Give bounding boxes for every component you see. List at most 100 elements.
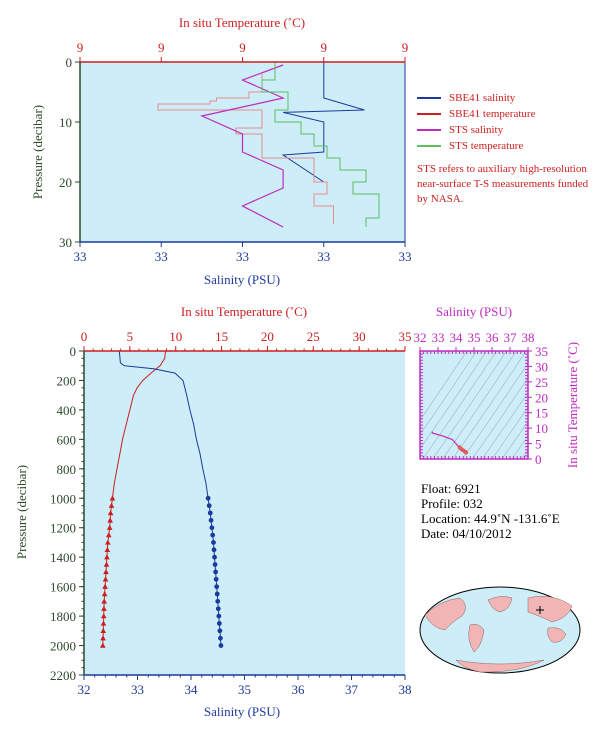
salinity-marker [215, 606, 221, 612]
ts-top-tick-label: 38 [522, 330, 535, 345]
temperature-marker [102, 576, 109, 582]
ts-right-tick-label: 5 [535, 437, 542, 452]
ts-marker [464, 450, 469, 455]
top-plot-bottom-tick-label: 33 [155, 249, 168, 264]
ts-top-tick-label: 35 [468, 330, 481, 345]
density-contour [521, 449, 528, 459]
temperature-marker [101, 598, 107, 604]
main-plot-left-tick-label: 400 [57, 403, 77, 418]
top-plot-legend: SBE41 salinity SBE41 temperature STS sal… [417, 90, 535, 154]
top-plot-top-tick-label: 9 [77, 40, 84, 55]
main-plot-top-tick-label: 30 [353, 329, 366, 344]
temperature-marker [107, 517, 113, 523]
main-plot-bottom-tick-label: 38 [399, 682, 412, 697]
density-contour [481, 392, 528, 459]
temperature-marker [104, 554, 110, 560]
salinity-marker [211, 547, 217, 553]
temperature-marker [102, 583, 108, 589]
top-plot-left-tick-label: 0 [66, 55, 73, 70]
temperature-marker [100, 620, 107, 626]
legend-label: SBE41 salinity [449, 92, 516, 104]
temperature-marker [109, 495, 116, 501]
top-plot-bottom-axis-label: Salinity (PSU) [204, 272, 280, 287]
main-plot-top-tick-label: 20 [261, 329, 274, 344]
ts-right-tick-label: 35 [535, 344, 548, 359]
main-plot-top-tick-label: 10 [169, 329, 182, 344]
ts-diagram-background [420, 351, 528, 459]
temperature-marker [104, 546, 111, 553]
main-plot-ticks: 0 5 10 15 20 25 30 35 32 33 34 35 36 37 38 0 200 400 600 80… [50, 329, 412, 697]
temperature-marker [105, 532, 112, 538]
salinity-marker [213, 569, 219, 575]
salinity-marker [209, 525, 215, 531]
legend-item-sbe41-temperature: SBE41 temperature [417, 106, 535, 122]
main-plot-bottom-axis-label: Salinity (PSU) [204, 704, 280, 719]
main-plot-left-tick-label: 1600 [50, 580, 76, 595]
main-plot-top-tick-label: 25 [307, 329, 320, 344]
main-plot-left-tick-label: 800 [57, 462, 77, 477]
salinity-profile-line [118, 350, 222, 646]
density-contour [511, 435, 528, 459]
main-plot-bottom-tick-label: 36 [292, 682, 306, 697]
temperature-marker [100, 642, 106, 648]
top-plot-left-tick-label: 20 [59, 175, 72, 190]
main-plot: 0 5 10 15 20 25 30 35 32 33 34 35 36 37 38 0 200 400 600 80… [14, 304, 412, 719]
salinity-marker [211, 540, 216, 545]
sts-note: STS refers to auxiliary high-resolution … [417, 163, 589, 205]
salinity-marker [218, 635, 223, 641]
density-contour [462, 362, 528, 459]
ts-top-tick-label: 36 [486, 330, 500, 345]
salinity-marker [212, 562, 218, 567]
main-plot-top-axis-label: In situ Temperature (˚C) [181, 304, 307, 319]
top-plot-bottom-tick-label: 33 [317, 249, 330, 264]
density-contour [420, 351, 477, 436]
location: Location: 44.9˚N -131.6˚E [421, 511, 560, 526]
world-map-land [424, 596, 573, 673]
main-plot-left-tick-label: 200 [57, 373, 77, 388]
top-plot-left-tick-label: 30 [59, 235, 72, 250]
temperature-marker [101, 591, 108, 597]
top-series-line [261, 62, 380, 227]
temperature-marker [100, 635, 106, 641]
world-map [419, 586, 581, 674]
main-plot-series [100, 350, 224, 648]
main-plot-bottom-tick-label: 32 [78, 682, 91, 697]
top-plot: 9 9 9 9 9 33 33 33 33 33 0 10 20 30 In situ Temperatu… [30, 15, 412, 287]
salinity-marker [208, 517, 214, 523]
density-contour [420, 351, 468, 421]
density-contour [491, 406, 528, 459]
ts-right-tick-label: 10 [535, 421, 548, 436]
top-series-line [281, 62, 365, 183]
temperature-marker [100, 627, 107, 634]
salinity-marker [218, 643, 224, 648]
top-plot-top-tick-label: 9 [402, 40, 409, 55]
main-plot-left-tick-label: 1800 [50, 609, 76, 624]
salinity-marker [217, 628, 223, 634]
main-plot-left-tick-label: 1400 [50, 550, 76, 565]
legend-item-sts-temperature: STS temperature [417, 138, 535, 154]
top-plot-top-axis-label: In situ Temperature (˚C) [179, 15, 305, 30]
ts-top-tick-label: 32 [414, 330, 427, 345]
salinity-marker [214, 584, 220, 590]
top-plot-top-tick-label: 9 [158, 40, 165, 55]
salinity-marker [205, 495, 211, 501]
temperature-marker [101, 605, 107, 611]
main-plot-bottom-tick-label: 33 [131, 682, 144, 697]
legend-swatch [417, 145, 441, 147]
main-plot-left-tick-label: 0 [70, 344, 77, 359]
legend-item-sts-salinity: STS salinity [417, 122, 535, 138]
top-plot-bottom-tick-label: 33 [399, 249, 412, 264]
salinity-marker [212, 554, 217, 560]
main-plot-left-tick-label: 2000 [50, 639, 76, 654]
density-contour [420, 351, 487, 450]
temperature-marker [107, 510, 114, 516]
density-contour [432, 351, 507, 459]
temperature-marker [105, 539, 111, 545]
top-plot-top-tick-label: 9 [321, 40, 328, 55]
ts-top-tick-label: 33 [432, 330, 445, 345]
ts-diagram-series [431, 431, 469, 455]
main-plot-left-tick-label: 1200 [50, 521, 76, 536]
profile-number: Profile: 032 [421, 496, 483, 511]
